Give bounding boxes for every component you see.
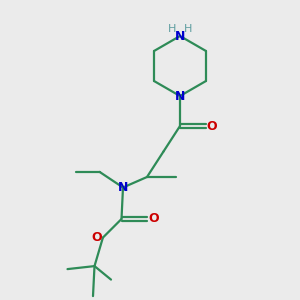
Text: O: O [207,119,218,133]
Text: H: H [184,24,192,34]
Text: N: N [175,89,185,103]
Text: H: H [168,24,176,34]
Text: O: O [148,212,159,226]
Text: N: N [175,29,185,43]
Text: N: N [118,181,128,194]
Text: O: O [91,231,102,244]
